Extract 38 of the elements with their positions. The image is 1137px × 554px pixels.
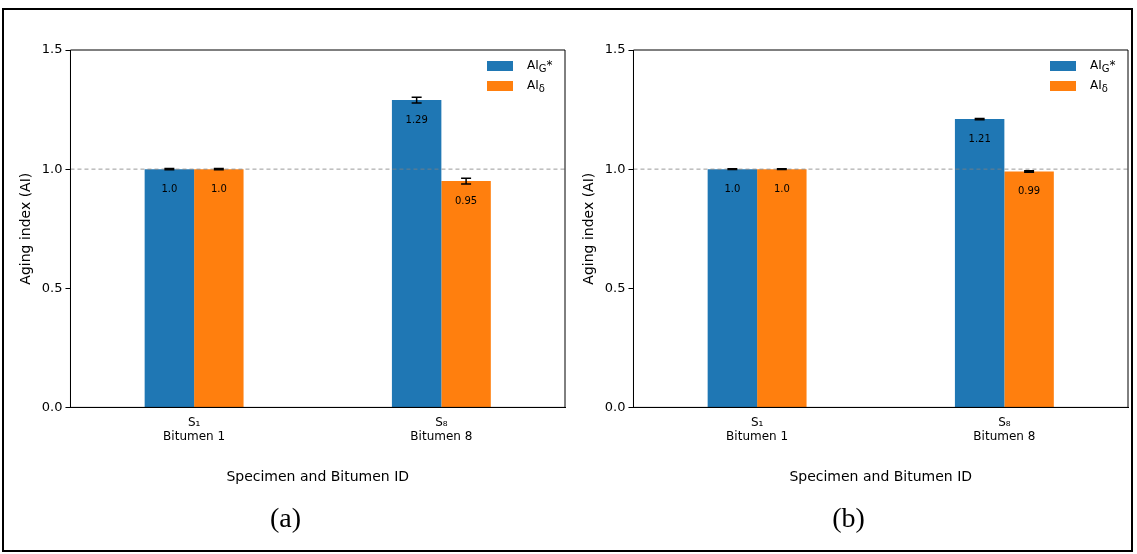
x-tick-label: S₈ Bitumen 8 bbox=[410, 414, 473, 444]
bar bbox=[707, 169, 758, 407]
legend-label: AI$_{G}$* bbox=[1090, 57, 1116, 75]
y-tick-label: 0.0 bbox=[604, 398, 626, 414]
y-axis-title: Aging index (AI) bbox=[17, 172, 34, 285]
x-tick-label: S₈ Bitumen 8 bbox=[973, 414, 1036, 444]
y-axis-title: Aging index (AI) bbox=[580, 172, 597, 285]
text: (b) bbox=[831, 502, 866, 534]
legend-label: AI$_{δ}$ bbox=[527, 77, 545, 95]
y-tick-label: 1.0 bbox=[604, 160, 626, 176]
bar bbox=[757, 169, 807, 407]
data-label: 1.29 bbox=[405, 113, 428, 125]
data-label: 1.0 bbox=[724, 182, 741, 194]
x-axis-title: Specimen and Bitumen ID bbox=[226, 468, 410, 485]
y-tick-label: 1.5 bbox=[604, 41, 626, 57]
bar bbox=[194, 169, 244, 407]
legend-label: AI$_{δ}$ bbox=[1090, 77, 1108, 95]
data-label: 1.0 bbox=[773, 182, 790, 194]
x-tick-label: S₁ Bitumen 1 bbox=[726, 414, 789, 444]
y-tick-label: 1.5 bbox=[41, 41, 63, 57]
y-tick-label: 1.0 bbox=[41, 160, 63, 176]
data-label: 1.0 bbox=[210, 182, 227, 194]
bar bbox=[441, 181, 491, 407]
y-tick-label: 0.0 bbox=[41, 398, 63, 414]
y-tick-label: 0.5 bbox=[41, 279, 63, 295]
text: (a) bbox=[268, 502, 303, 534]
data-label: 0.99 bbox=[1017, 185, 1041, 197]
data-label: 1.0 bbox=[161, 182, 178, 194]
bar bbox=[1004, 171, 1054, 407]
x-axis-title: Specimen and Bitumen ID bbox=[789, 468, 973, 485]
data-label: 0.95 bbox=[454, 194, 478, 206]
bar bbox=[391, 100, 442, 407]
legend-label: AI$_{G}$* bbox=[527, 57, 553, 75]
y-tick-label: 0.5 bbox=[604, 279, 626, 295]
bar bbox=[144, 169, 195, 407]
bar bbox=[954, 119, 1005, 407]
data-label: 1.21 bbox=[968, 132, 991, 144]
x-tick-label: S₁ Bitumen 1 bbox=[163, 414, 226, 444]
